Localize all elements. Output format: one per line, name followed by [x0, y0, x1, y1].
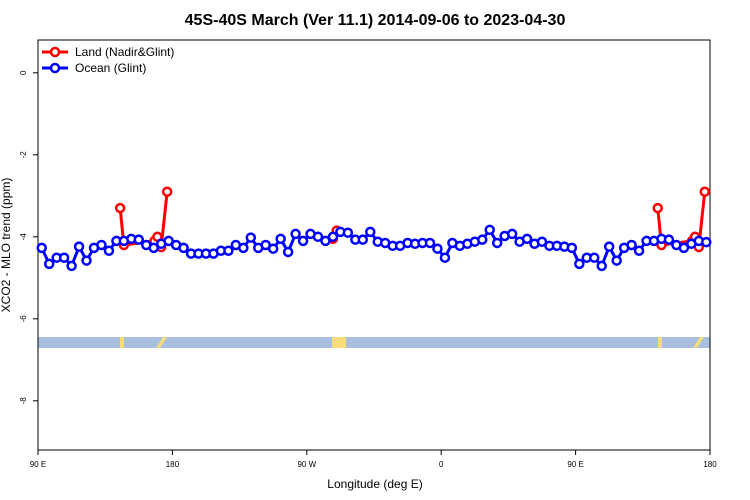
data-point [611, 255, 622, 266]
data-point [424, 237, 436, 249]
data-point [103, 245, 115, 256]
data-point [357, 234, 369, 245]
data-point [439, 252, 451, 263]
data-point [282, 246, 294, 258]
data-point [43, 258, 55, 270]
data-point [566, 242, 578, 254]
data-point [484, 224, 495, 236]
data-point [603, 241, 615, 252]
land-patch [156, 337, 167, 348]
data-point [701, 236, 712, 248]
chart-title: 45S-40S March (Ver 11.1) 2014-09-06 to 2… [185, 12, 566, 29]
legend-label: Land (Nadir&Glint) [75, 45, 174, 59]
x-tick-label: 90 E [30, 460, 46, 469]
data-point [506, 228, 518, 240]
data-point [365, 226, 376, 238]
data-point [223, 245, 234, 256]
land-patch [332, 337, 346, 348]
surface-strip [38, 337, 710, 348]
data-point [81, 255, 92, 266]
data-point [477, 234, 488, 245]
data-point [73, 241, 85, 252]
data-point [327, 231, 339, 243]
data-point [58, 252, 70, 263]
data-point [133, 234, 145, 245]
x-tick-label: 90 E [567, 460, 583, 469]
data-point [652, 202, 663, 214]
x-tick-label: 180 [166, 460, 180, 469]
data-point [663, 234, 675, 245]
y-tick-label: 0 [19, 70, 28, 75]
data-point [626, 239, 637, 251]
data-point [633, 245, 645, 256]
land-patch [658, 337, 662, 348]
data-point [275, 233, 286, 245]
data-point [432, 243, 443, 254]
data-point [148, 242, 159, 254]
data-point [678, 242, 690, 254]
y-tick-label: -6 [19, 315, 28, 323]
data-point [290, 228, 301, 240]
data-point [342, 227, 354, 238]
x-tick-label: 180 [703, 460, 717, 469]
land-patch [120, 337, 124, 348]
data-point [238, 242, 249, 254]
x-axis-label: Longitude (deg E) [327, 477, 422, 491]
y-axis-label: XCO2 - MLO trend (ppm) [0, 178, 13, 313]
data-point [521, 233, 533, 245]
legend-marker [49, 46, 61, 58]
data-point [596, 260, 607, 272]
y-tick-label: -2 [19, 151, 28, 159]
data-point [96, 239, 107, 251]
legend-marker [49, 62, 61, 74]
data-point [36, 242, 47, 254]
data-point [574, 258, 585, 270]
data-point [297, 235, 309, 247]
data-point [163, 235, 174, 247]
data-point [161, 186, 173, 197]
data-point [267, 243, 279, 254]
data-point [66, 260, 77, 272]
ocean-strip [38, 337, 710, 348]
data-point [536, 236, 548, 247]
x-tick-label: 90 W [297, 460, 316, 469]
land-patch [693, 337, 704, 348]
data-point [245, 232, 257, 243]
data-point [320, 235, 331, 247]
data-point [491, 237, 503, 249]
data-point [312, 231, 324, 243]
x-tick-label: 0 [439, 460, 444, 469]
y-tick-label: -8 [19, 397, 28, 405]
data-point [699, 186, 711, 197]
data-point [114, 202, 126, 214]
data-point [589, 252, 600, 263]
data-point [178, 242, 189, 254]
legend-label: Ocean (Glint) [75, 61, 146, 75]
y-tick-label: -4 [19, 233, 28, 241]
